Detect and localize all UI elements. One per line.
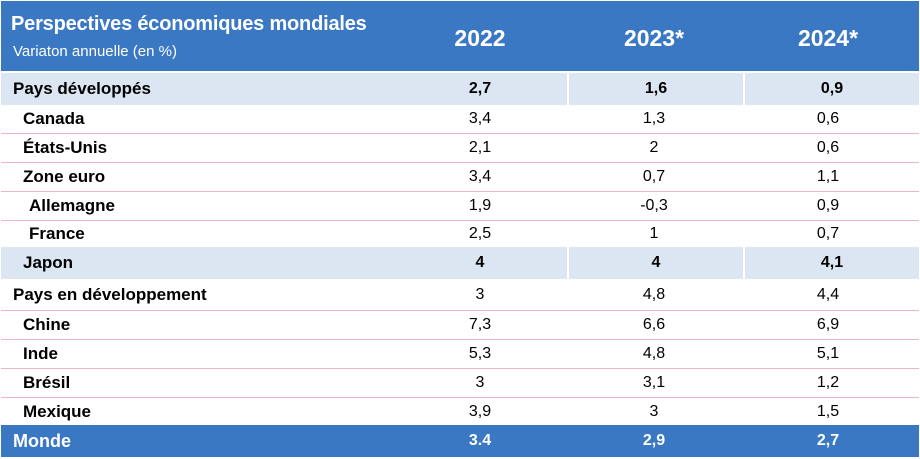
year-2022-header: 2022: [454, 25, 506, 51]
cell-2022: 3: [475, 286, 485, 303]
row-label: Zone euro: [23, 167, 106, 186]
cell-2023: 3,1: [642, 374, 666, 391]
cell-2024: 5,1: [816, 345, 840, 362]
table-row-developing: Pays en développement 3 4,8 4,4: [1, 280, 919, 311]
row-label: Pays en développement: [13, 285, 207, 304]
cell-2022: 2,1: [468, 139, 492, 156]
row-label: France: [29, 224, 85, 243]
cell-2022: 3: [475, 374, 485, 391]
row-label: Chine: [23, 315, 71, 334]
year-2024-header: 2024*: [797, 25, 859, 51]
cell-2023: 6,6: [642, 316, 666, 333]
row-label: Monde: [13, 430, 71, 451]
table-row-world: Monde 3.4 2,9 2,7: [1, 425, 919, 457]
cell-2024: 0,6: [816, 110, 840, 127]
table-row-usa: États-Unis 2,1 2 0,6: [1, 134, 919, 163]
cell-2023: 2,9: [642, 432, 666, 449]
cell-2024: 1,2: [816, 374, 840, 391]
cell-2023: 2: [649, 139, 659, 156]
row-label: Inde: [23, 344, 58, 363]
cell-2022: 5,3: [468, 345, 492, 362]
cell-2022: 2,7: [468, 80, 492, 97]
table-header: Perspectives économiques mondiales Varia…: [1, 1, 919, 71]
row-label: Japon: [23, 253, 74, 272]
table-row-canada: Canada 3,4 1,3 0,6: [1, 105, 919, 134]
cell-2024: 0,7: [816, 225, 840, 242]
cell-2024: 0,9: [816, 197, 840, 214]
cell-2023: 1,3: [642, 110, 666, 127]
row-label: Brésil: [23, 373, 71, 392]
cell-2022: 1,9: [468, 197, 492, 214]
table-row-mexico: Mexique 3,9 3 1,5: [1, 398, 919, 425]
cell-2023: 4,8: [642, 286, 666, 303]
table-row-japan: Japon 4 4 4,1: [1, 247, 919, 279]
cell-2022: 4: [475, 254, 485, 271]
cell-2024: 4,1: [743, 247, 919, 279]
cell-2023: 1: [649, 225, 659, 242]
cell-2024: 1,5: [816, 402, 840, 420]
cell-2023: 4,8: [642, 345, 666, 362]
cell-2024: 6,9: [816, 316, 840, 333]
table-title: Perspectives économiques mondiales: [11, 13, 367, 35]
table-row-china: Chine 7,3 6,6 6,9: [1, 311, 919, 340]
cell-2024: 0,6: [816, 139, 840, 156]
cell-2022: 7,3: [468, 316, 492, 333]
cell-2024: 0,9: [743, 73, 919, 105]
cell-2024: 1,1: [816, 168, 840, 185]
table-row-euro-zone: Zone euro 3,4 0,7 1,1: [1, 163, 919, 192]
cell-2022: 3,4: [468, 168, 492, 185]
cell-2022: 2,5: [468, 225, 492, 242]
row-label: Allemagne: [29, 196, 115, 215]
row-label: Pays développés: [13, 79, 151, 98]
row-label: États-Unis: [23, 138, 108, 157]
cell-2022: 3.4: [468, 432, 492, 449]
table-row-brazil: Brésil 3 3,1 1,2: [1, 369, 919, 398]
cell-2023: -0,3: [640, 197, 668, 214]
cell-2024: 4,4: [816, 286, 840, 303]
table-row-france: France 2,5 1 0,7: [1, 221, 919, 247]
cell-2023: 1,6: [567, 73, 743, 105]
cell-2023: 0,7: [642, 168, 666, 185]
cell-2023: 4: [567, 247, 743, 279]
table-subtitle: Variaton annuelle (en %): [13, 43, 177, 60]
row-label: Canada: [23, 109, 85, 128]
table-row-germany: Allemagne 1,9 -0,3 0,9: [1, 192, 919, 221]
cell-2022: 3,9: [468, 402, 492, 420]
cell-2024: 2,7: [816, 432, 840, 449]
cell-2022: 3,4: [468, 110, 492, 127]
cell-2023: 3: [649, 402, 659, 420]
table-row-india: Inde 5,3 4,8 5,1: [1, 340, 919, 369]
year-2023-header: 2023*: [623, 25, 685, 51]
table-row-developed: Pays développés 2,7 1,6 0,9: [1, 73, 919, 105]
row-label: Mexique: [23, 401, 92, 421]
